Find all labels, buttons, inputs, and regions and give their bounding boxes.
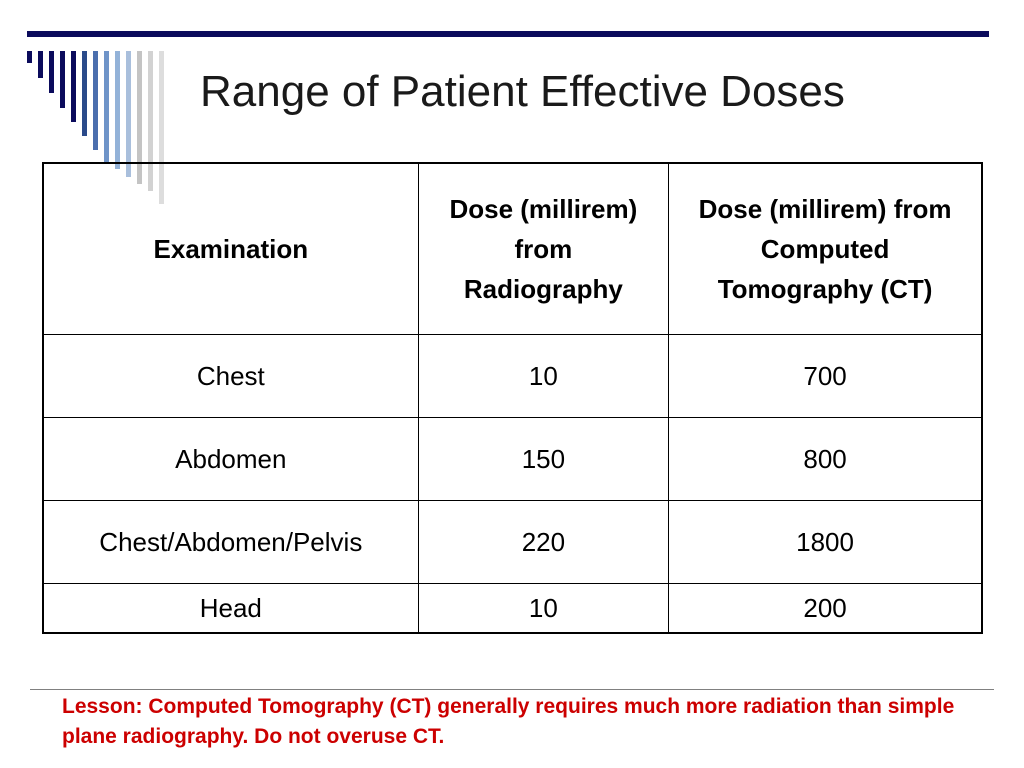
bottom-rule [30, 689, 994, 690]
header-radiography-label: Dose (millirem) from Radiography [449, 194, 638, 304]
header-ct-dose: Dose (millirem) from Computed Tomography… [668, 162, 983, 335]
radiography-dose-cell: 10 [417, 334, 670, 418]
stripe [115, 51, 120, 169]
header-radiography-dose: Dose (millirem) from Radiography [417, 162, 670, 335]
exam-cell: Abdomen [42, 417, 419, 501]
radiography-dose-cell: 150 [417, 417, 670, 501]
top-rule [27, 31, 989, 37]
dose-table: Examination Dose (millirem) from Radiogr… [42, 162, 983, 634]
stripe [71, 51, 76, 122]
stripe [27, 51, 32, 63]
header-examination: Examination [42, 162, 419, 335]
table-row: Chest 10 700 [42, 334, 983, 418]
table-row: Abdomen 150 800 [42, 417, 983, 501]
radiography-dose-cell: 10 [417, 583, 670, 634]
ct-dose-cell: 1800 [668, 500, 983, 584]
exam-cell: Chest [42, 334, 419, 418]
stripe [82, 51, 87, 136]
stripe [159, 51, 164, 204]
exam-cell: Chest/Abdomen/Pelvis [42, 500, 419, 584]
table-row: Head 10 200 [42, 583, 983, 634]
ct-dose-cell: 200 [668, 583, 983, 634]
stripe [148, 51, 153, 191]
radiography-dose-cell: 220 [417, 500, 670, 584]
stripe [126, 51, 131, 177]
page-title: Range of Patient Effective Doses [200, 67, 845, 116]
table-header-row: Examination Dose (millirem) from Radiogr… [42, 162, 983, 335]
lesson-note: Lesson: Computed Tomography (CT) general… [62, 695, 955, 748]
stripe [93, 51, 98, 150]
table-row: Chest/Abdomen/Pelvis 220 1800 [42, 500, 983, 584]
ct-dose-cell: 800 [668, 417, 983, 501]
stripe [49, 51, 54, 93]
stripe [60, 51, 65, 108]
header-ct-label: Dose (millirem) from Computed Tomography… [698, 194, 952, 304]
exam-cell: Head [42, 583, 419, 634]
stripe [137, 51, 142, 184]
ct-dose-cell: 700 [668, 334, 983, 418]
stripe [38, 51, 43, 78]
stripe [104, 51, 109, 163]
decorative-stripes [0, 0, 200, 220]
